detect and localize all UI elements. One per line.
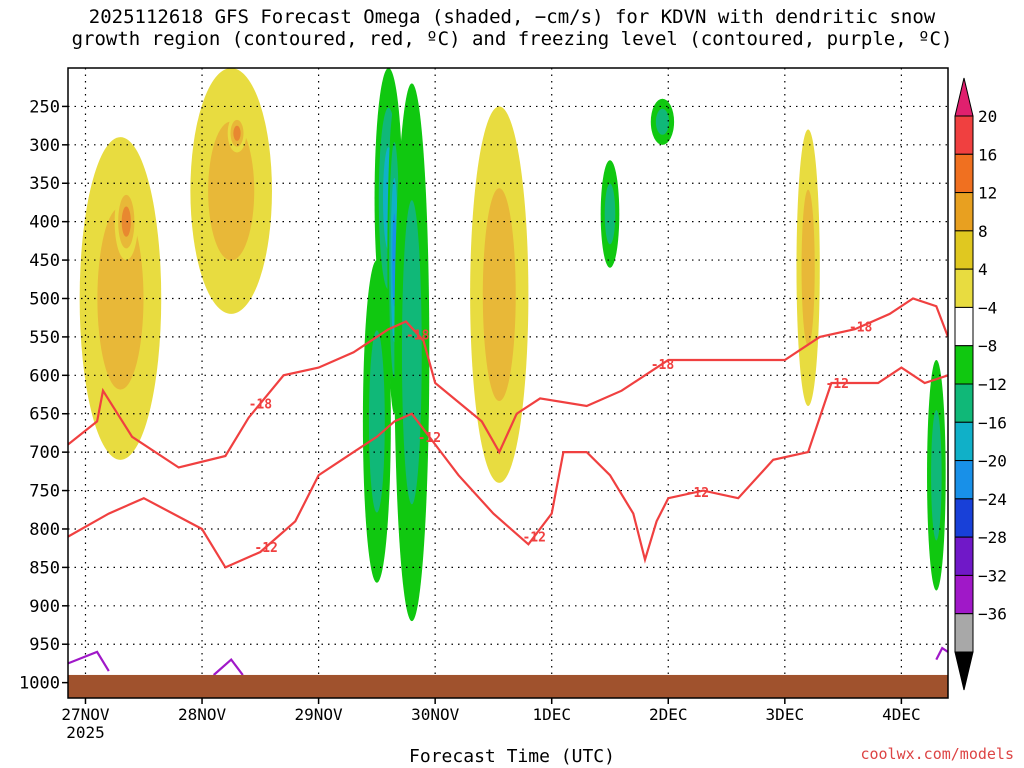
y-tick-label-650: 650 xyxy=(29,405,60,425)
colorbar-label-6: −8 xyxy=(978,337,997,356)
colorbar-seg-13 xyxy=(954,574,974,615)
contour-line-3 xyxy=(212,657,244,676)
contour-label-1-2: -12 xyxy=(522,531,545,546)
x-tick-label-5: 2DEC xyxy=(649,705,688,724)
omega-shade-1-2 xyxy=(121,206,131,237)
contour-label-1-3: -12 xyxy=(686,486,709,501)
x-tick-label-4: 1DEC xyxy=(532,705,571,724)
colorbar-label-7: −12 xyxy=(978,375,1007,394)
contour-label-0-3: -18 xyxy=(849,321,873,336)
contour-line-0 xyxy=(68,297,948,469)
colorbar-label-0: 20 xyxy=(978,107,997,126)
x-tick-label-7: 4DEC xyxy=(882,705,921,724)
plot-frame xyxy=(67,67,949,699)
colorbar-seg-6 xyxy=(954,306,974,347)
source-credit: coolwx.com/models xyxy=(860,745,1014,763)
colorbar-seg-0 xyxy=(954,77,974,117)
contour-label-0-0: -18 xyxy=(249,397,273,412)
colorbar-seg-1 xyxy=(954,115,974,155)
colorbar-seg-11 xyxy=(954,498,974,538)
colorbar-label-4: 4 xyxy=(978,260,988,279)
colorbar-seg-2 xyxy=(954,153,974,194)
colorbar-label-9: −20 xyxy=(978,452,1007,471)
colorbar-label-8: −16 xyxy=(978,413,1007,432)
omega-shade-10-1 xyxy=(604,183,616,245)
x-tick-label-0: 27NOV xyxy=(61,705,110,724)
contour-label-1-0: -12 xyxy=(254,541,277,556)
colorbar-label-5: −4 xyxy=(978,298,997,317)
contour-label-1-4: -12 xyxy=(826,377,849,392)
omega-shade-9-1 xyxy=(482,188,516,402)
y-tick-label-1000: 1000 xyxy=(19,674,60,694)
colorbar-seg-7 xyxy=(954,345,974,385)
omega-shade-2-1 xyxy=(208,121,255,261)
chart-title: 2025112618 GFS Forecast Omega (shaded, −… xyxy=(0,6,1024,50)
colorbar-label-10: −24 xyxy=(978,490,1007,509)
colorbar-seg-12 xyxy=(954,536,974,576)
x-tick-year: 2025 xyxy=(66,723,105,742)
y-tick-label-900: 900 xyxy=(29,597,60,617)
colorbar-seg-15 xyxy=(954,651,974,691)
contour-label-1-1: -12 xyxy=(418,431,441,446)
y-tick-label-350: 350 xyxy=(29,174,60,194)
y-tick-label-850: 850 xyxy=(29,558,60,578)
y-tick-label-450: 450 xyxy=(29,251,60,271)
colorbar-label-3: 8 xyxy=(978,222,988,241)
omega-shade-11-1 xyxy=(655,108,670,135)
x-tick-label-1: 28NOV xyxy=(178,705,227,724)
omega-shade-12-1 xyxy=(801,189,815,346)
colorbar-seg-10 xyxy=(954,460,974,500)
omega-shade-3-2 xyxy=(233,125,241,141)
contour-line-4 xyxy=(935,646,948,661)
x-tick-label-2: 29NOV xyxy=(295,705,344,724)
y-tick-label-750: 750 xyxy=(29,482,60,502)
colorbar-seg-9 xyxy=(954,421,974,462)
omega-shade-13-1 xyxy=(931,410,942,541)
colorbar: 20 16 12 8 4 −4 −8 −12 −16 −20 −24 −28 −32 −36 xyxy=(954,77,1007,691)
y-tick-label-500: 500 xyxy=(29,289,60,309)
y-tick-label-800: 800 xyxy=(29,520,60,540)
contour-label-0-1: -18 xyxy=(406,328,430,343)
colorbar-label-12: −32 xyxy=(978,566,1007,585)
contour-line-2 xyxy=(68,650,110,672)
x-axis-title: Forecast Time (UTC) xyxy=(409,746,615,767)
colorbar-seg-14 xyxy=(954,613,974,653)
y-tick-label-700: 700 xyxy=(29,443,60,463)
omega-shade-8-1 xyxy=(401,200,422,505)
colorbar-seg-8 xyxy=(954,383,974,423)
omega-shade-4-1 xyxy=(368,330,385,513)
colorbar-seg-5 xyxy=(954,268,974,308)
colorbar-seg-3 xyxy=(954,192,974,232)
y-tick-label-300: 300 xyxy=(29,136,60,156)
y-tick-label-550: 550 xyxy=(29,328,60,348)
y-tick-label-400: 400 xyxy=(29,213,60,233)
contour-line-1 xyxy=(68,366,948,569)
contour-label-0-2: -18 xyxy=(651,358,675,373)
y-tick-label-950: 950 xyxy=(29,635,60,655)
y-tick-label-600: 600 xyxy=(29,366,60,386)
colorbar-label-1: 16 xyxy=(978,145,997,164)
chart-title-line2: growth region (contoured, red, ºC) and f… xyxy=(71,28,953,50)
colorbar-label-13: −36 xyxy=(978,605,1007,624)
colorbar-label-2: 12 xyxy=(978,184,997,203)
colorbar-label-11: −28 xyxy=(978,528,1007,547)
x-tick-label-6: 3DEC xyxy=(766,705,805,724)
x-tick-label-3: 30NOV xyxy=(411,705,460,724)
y-tick-label-250: 250 xyxy=(29,97,60,117)
chart-title-line1: 2025112618 GFS Forecast Omega (shaded, −… xyxy=(88,6,936,28)
colorbar-seg-4 xyxy=(954,230,974,270)
terrain-fill xyxy=(68,674,948,698)
